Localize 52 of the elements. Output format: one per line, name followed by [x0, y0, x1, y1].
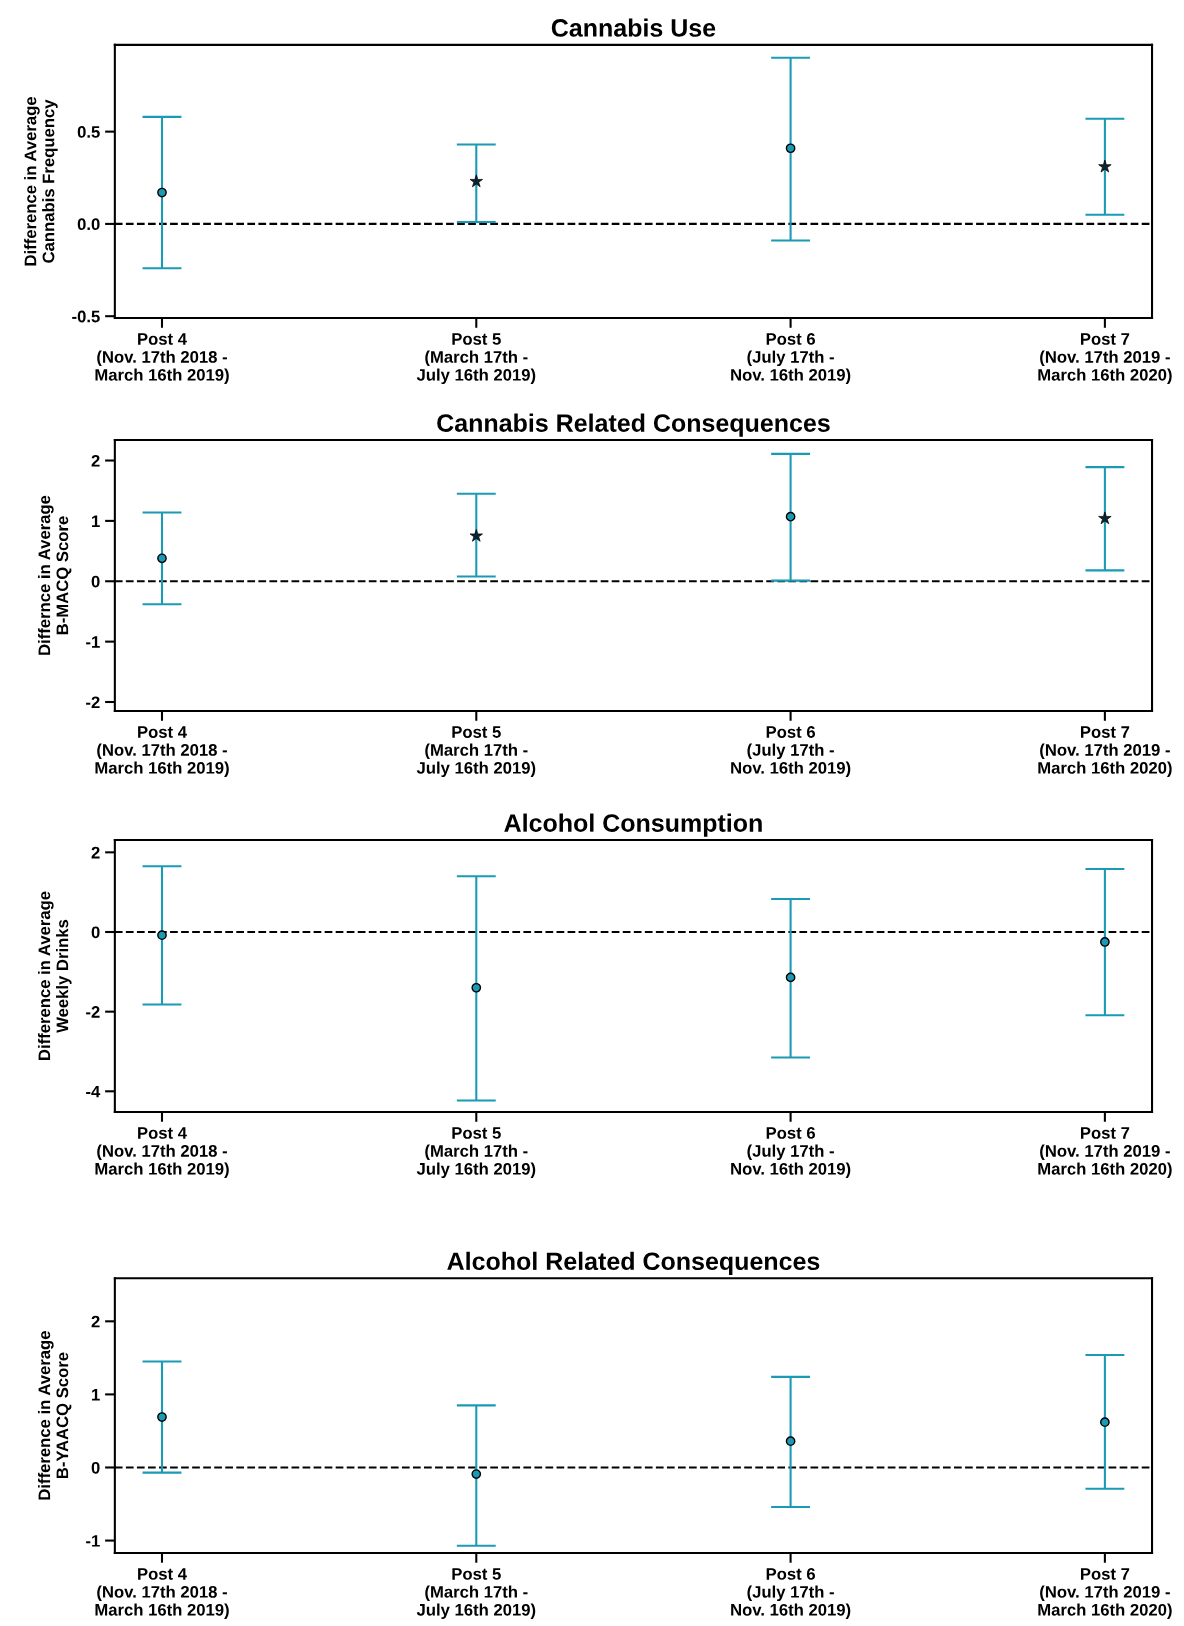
point	[785, 972, 796, 983]
x-tick-label: Post 4 (Nov. 17th 2018 - March 16th 2019)	[95, 1127, 229, 1179]
point	[471, 982, 482, 993]
y-tick-label: 2	[91, 846, 100, 859]
point	[1100, 937, 1110, 947]
point	[1100, 1417, 1110, 1428]
point	[785, 1436, 796, 1447]
point	[157, 1412, 167, 1422]
point	[785, 143, 796, 154]
x-tick-label: Post 7 (Nov. 17th 2019 - March 16th 2020)	[1038, 1127, 1172, 1179]
x-tick-label: Post 5 (March 17th - July 16th 2019)	[416, 1127, 536, 1179]
x-tick-label: Post 7 (Nov. 17th 2019 - March 16th 2020)	[1038, 1568, 1172, 1620]
y-tick-label: -4	[86, 1085, 101, 1098]
x-tick-label: Post 6 (July 17th - Nov. 16th 2019)	[731, 1568, 851, 1620]
x-tick-label: Post 4 (Nov. 17th 2018 - March 16th 2019)	[95, 333, 229, 385]
y-tick-label: 2	[91, 454, 100, 467]
y-axis-title: Difference in Average Weekly Drinks	[38, 891, 72, 1060]
y-tick-label: -1	[86, 1535, 100, 1547]
point	[785, 511, 796, 522]
y-tick-label: 0	[91, 575, 100, 588]
y-tick-label: -1	[86, 636, 100, 648]
point	[471, 1469, 482, 1479]
x-tick-label: Post 7 (Nov. 17th 2019 - March 16th 2020)	[1038, 333, 1172, 385]
y-axis-title: Difference in Average B-YAACQ Score	[38, 1331, 72, 1500]
x-tick-label: Post 6 (July 17th - Nov. 16th 2019)	[731, 726, 851, 778]
y-tick-label: 0	[91, 1461, 100, 1474]
y-axis-title: Differnce in Average B-MACQ Score	[38, 495, 72, 655]
y-tick-label: -2	[86, 696, 100, 709]
y-tick-label: 0	[91, 926, 100, 939]
y-tick-label: -2	[86, 1006, 100, 1018]
point	[157, 930, 167, 941]
y-tick-label: 1	[92, 515, 100, 527]
point	[157, 187, 167, 198]
x-tick-label: Post 4 (Nov. 17th 2018 - March 16th 2019)	[95, 1568, 229, 1620]
chart-title: Alcohol Consumption	[504, 813, 762, 837]
x-tick-label: Post 5 (March 17th - July 16th 2019)	[416, 1568, 536, 1620]
chart-title: Cannabis Use	[551, 18, 716, 37]
y-tick-label: 0.5	[77, 126, 100, 138]
x-tick-label: Post 7 (Nov. 17th 2019 - March 16th 2020)	[1038, 726, 1172, 778]
x-tick-label: Post 6 (July 17th - Nov. 16th 2019)	[731, 333, 851, 385]
x-tick-label: Post 4 (Nov. 17th 2018 - March 16th 2019)	[95, 726, 229, 778]
y-tick-label: -0.5	[72, 310, 100, 323]
y-axis-title: Difference in Average Cannabis Frequency	[24, 96, 58, 266]
y-tick-label: 1	[92, 1388, 100, 1401]
point	[157, 553, 167, 564]
x-tick-label: Post 6 (July 17th - Nov. 16th 2019)	[731, 1127, 851, 1179]
x-tick-label: Post 5 (March 17th - July 16th 2019)	[416, 726, 536, 778]
y-tick-label: 0.0	[77, 218, 100, 231]
chart-title: Cannabis Related Consequences	[437, 413, 830, 437]
chart-title: Alcohol Related Consequences	[447, 1251, 820, 1276]
x-tick-label: Post 5 (March 17th - July 16th 2019)	[416, 333, 536, 385]
y-tick-label: 2	[91, 1315, 100, 1328]
